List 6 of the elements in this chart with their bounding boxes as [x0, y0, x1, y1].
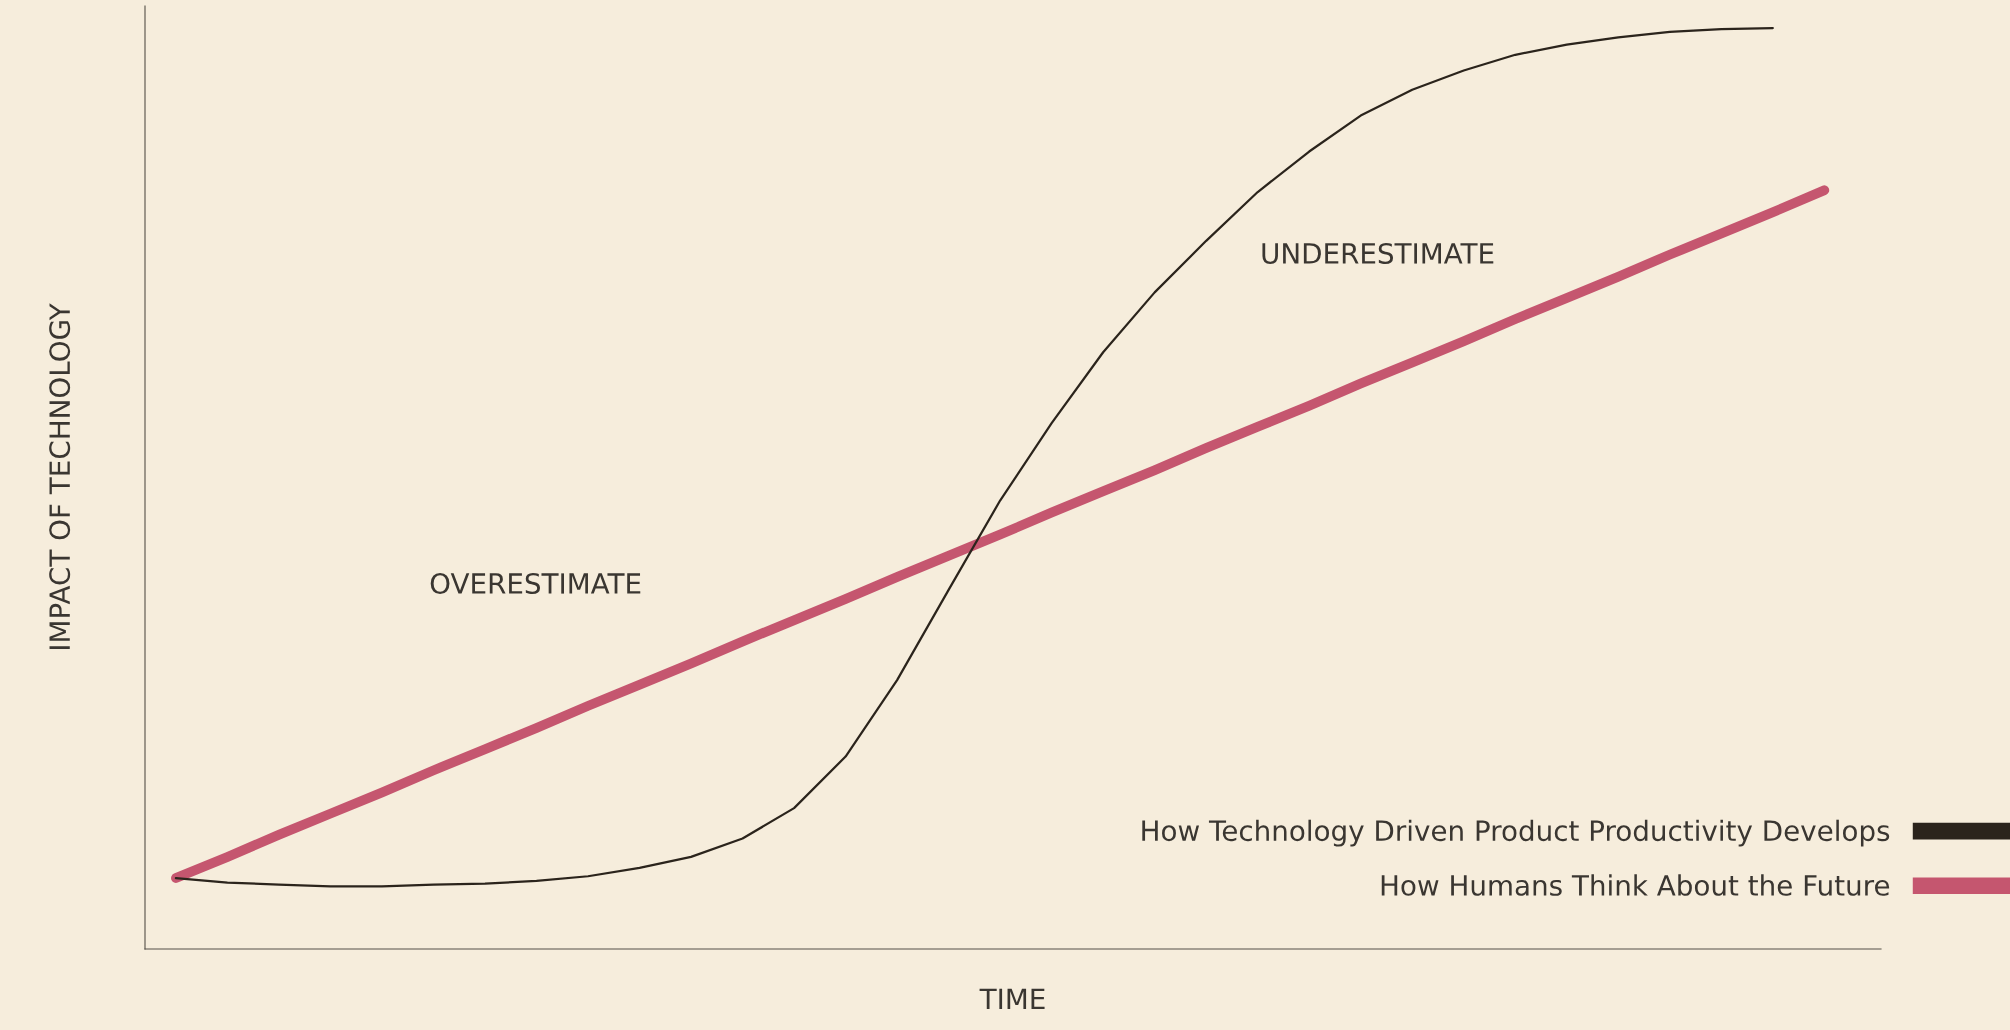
legend-label: How Humans Think About the Future — [1381, 874, 1890, 896]
legend-label: How Technology Driven Product Productivity Develops — [1142, 819, 1890, 847]
annotation: OVERESTIMATE — [430, 572, 641, 594]
y-axis-title: IMPACT OF TECHNOLOGY — [49, 303, 71, 649]
x-axis-title: TIME — [979, 988, 1045, 1009]
annotation: UNDERESTIMATE — [1262, 242, 1494, 264]
